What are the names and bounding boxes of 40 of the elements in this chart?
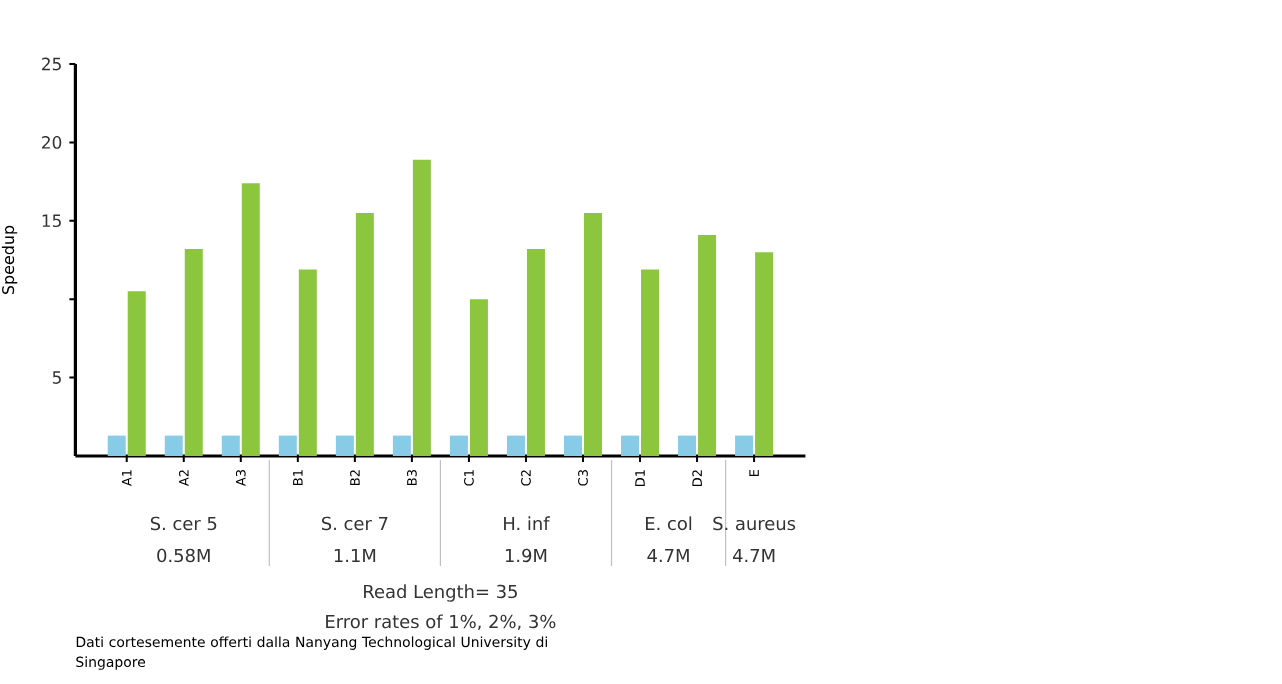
bar xyxy=(392,435,411,456)
bar xyxy=(412,159,431,456)
bar xyxy=(221,435,240,456)
y-tick-label: 20 xyxy=(42,136,62,149)
text: 4.7M xyxy=(732,548,775,562)
bar xyxy=(641,269,660,456)
y-tick-label: 25 xyxy=(42,57,61,71)
bar xyxy=(563,435,582,456)
bar xyxy=(583,212,602,456)
bar xyxy=(298,269,317,456)
bar xyxy=(355,212,374,456)
text: 4.7M xyxy=(647,548,689,562)
bar xyxy=(107,435,126,456)
y-tick-label: 15 xyxy=(42,214,61,228)
bar xyxy=(127,291,146,456)
y-tick-label: 5 xyxy=(52,371,61,384)
bar xyxy=(449,435,468,456)
text: H. inf xyxy=(504,516,550,530)
text: E. col xyxy=(646,516,692,531)
text: S. cer 7 xyxy=(321,516,388,531)
bar xyxy=(755,252,774,456)
bar xyxy=(506,435,525,456)
bar xyxy=(278,435,297,456)
text: S. aureus xyxy=(713,516,796,531)
bar xyxy=(241,183,260,456)
bar xyxy=(335,435,354,456)
text: Error rates of 1%, 2%, 3% xyxy=(326,614,556,631)
bar xyxy=(621,435,640,456)
text: S. cer 5 xyxy=(150,516,217,531)
text: 1.1M xyxy=(334,548,376,562)
bar xyxy=(678,435,697,456)
text: 1.9M xyxy=(505,548,547,563)
text: 0.58M xyxy=(157,548,210,563)
bar xyxy=(469,299,488,456)
bar xyxy=(698,234,717,456)
bar xyxy=(184,249,203,456)
bar xyxy=(735,435,754,456)
bar xyxy=(164,435,183,456)
text: Read Length= 35 xyxy=(364,584,517,602)
bar xyxy=(526,249,545,456)
